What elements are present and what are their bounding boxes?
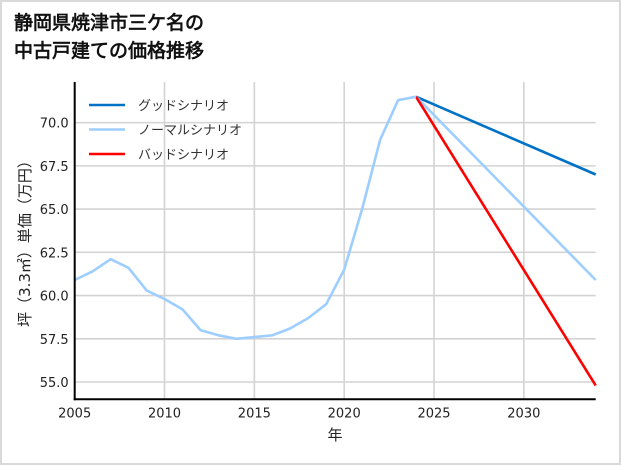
y-tick-label: 60.0 [40,290,69,305]
y-axis-ticks: 55.0 57.5 60.0 62.5 65.0 67.5 70.0 [40,117,69,391]
y-tick-label: 65.0 [40,203,69,218]
legend-label: グッドシナリオ [138,99,229,114]
x-tick-label: 2020 [328,406,361,421]
series-line [415,95,597,176]
y-tick-label: 62.5 [40,246,69,261]
y-tick-label: 67.5 [40,160,69,175]
x-tick-label: 2015 [238,406,271,421]
legend-item: ノーマルシナリオ [89,124,242,139]
x-axis-label: 年 [327,426,342,444]
series-line [414,96,597,387]
legend-item: グッドシナリオ [89,99,229,114]
x-tick-label: 2030 [507,406,540,421]
legend-item: バッドシナリオ [89,148,229,163]
historical-line [74,95,417,341]
gridlines [73,82,596,400]
data-series [74,95,597,387]
y-axis-label: 坪（3.3㎡）単価（万円） [16,153,34,327]
x-tick-label: 2010 [148,406,181,421]
chart-title: 静岡県焼津市三ケ名の 中古戸建ての価格推移 [14,9,204,65]
series-line [415,95,597,281]
x-axis-ticks: 2005 2010 2015 2020 2025 2030 [58,406,540,421]
x-tick-label: 2005 [58,406,91,421]
chart-title-line-1: 静岡県焼津市三ケ名の [14,12,205,34]
chart-title-line-2: 中古戸建ての価格推移 [14,40,205,62]
y-tick-label: 55.0 [40,376,69,391]
legend-label: ノーマルシナリオ [138,124,242,139]
y-tick-label: 57.5 [40,333,69,348]
y-tick-label: 70.0 [40,117,69,132]
axes [73,82,596,401]
x-tick-label: 2025 [417,406,450,421]
legend-label: バッドシナリオ [138,148,229,163]
